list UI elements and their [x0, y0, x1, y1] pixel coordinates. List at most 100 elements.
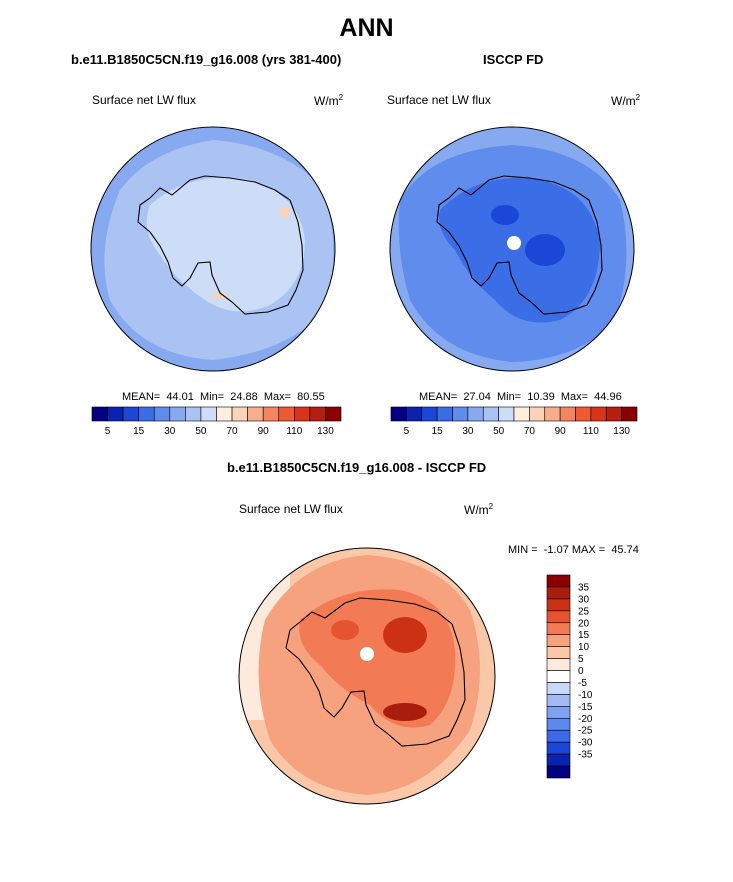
- panel-3-warm-patch: [383, 617, 427, 653]
- panel-1-colorbar-bin: [231, 406, 248, 422]
- panel-3-colorbar-tick-label: 0: [578, 666, 584, 677]
- panel-3-colorbar-tick-label: -20: [578, 714, 593, 725]
- panel-2-colorbar-bin: [406, 406, 423, 422]
- panel-3-units-label: W/m2: [464, 502, 494, 517]
- panel-2-colorbar-bin: [482, 406, 499, 422]
- panel-3-colorbar-tick-label: -10: [578, 690, 593, 701]
- panel-1-stats: MEAN= 44.01 Min= 24.88 Max= 80.55: [122, 391, 325, 403]
- panel-1-colorbar-tick-label: 90: [258, 426, 270, 437]
- panel-3-colorbar-tick-label: -35: [578, 750, 593, 761]
- panel-3-colorbar-tick-label: 25: [578, 606, 590, 617]
- panel-1-colorbar-tick-label: 30: [164, 426, 176, 437]
- panel-1-colorbar-bin: [122, 406, 139, 422]
- panel-3-colorbar-bin: [546, 586, 571, 600]
- panel-1-warm-patch: [280, 206, 290, 218]
- panel-3-colorbar-bin: [546, 658, 571, 671]
- panel-2-colorbar-tick-label: 15: [432, 426, 444, 437]
- panel-2-colorbar-bin: [467, 406, 484, 422]
- panel-1-interior-field: [146, 177, 305, 312]
- panel-1-colorbar-bin: [309, 406, 326, 422]
- panel-3-map: [238, 547, 496, 805]
- panel-3-coastline: [285, 597, 466, 747]
- panel-3-colorbar-bin: [546, 646, 571, 659]
- panel-3-colorbar-bin: [546, 706, 571, 719]
- panel-2-variable-label: Surface net LW flux: [387, 93, 491, 107]
- panel-3-colorbar-bin: [546, 622, 571, 636]
- panel-1-colorbar-tick-label: 70: [227, 426, 239, 437]
- panel-2-colorbar-tick-label: 30: [462, 426, 474, 437]
- panel-3-colorbar-tick-label: -30: [578, 738, 593, 749]
- panel-3-colorbar-bin: [546, 753, 571, 767]
- panel-2-units-label: W/m2: [611, 93, 641, 108]
- panel-1-colorbar-bin: [153, 406, 171, 422]
- panel-3-colorbar-bin: [546, 670, 571, 683]
- panel-3-colorbar-tick-label: -5: [578, 678, 587, 689]
- panel-2-colorbar-tick-label: 5: [404, 426, 410, 437]
- panel-3-colorbar-bin: [546, 634, 571, 647]
- panel-1-colorbar-bin: [169, 406, 186, 422]
- panel-3-colorbar-tick-label: 5: [578, 654, 584, 665]
- panel-2-colorbar-bin: [421, 406, 438, 422]
- panel-3-colorbar-bin: [546, 598, 571, 612]
- panel-1-colorbar-tick-label: 110: [286, 426, 302, 437]
- panel-3-colorbar-tick-label: 15: [578, 630, 590, 641]
- panel-2-colorbar-bin: [529, 406, 546, 422]
- panel-1-variable-label: Surface net LW flux: [92, 93, 196, 107]
- panel-2-title: ISCCP FD: [483, 52, 544, 67]
- panel-1-colorbar-bin: [247, 406, 264, 422]
- panel-2-map: [389, 126, 635, 372]
- panel-3-colorbar-tick-label: 30: [578, 594, 590, 605]
- panel-2-cold-patch: [525, 234, 565, 266]
- panel-3-pole-hole: [360, 647, 374, 661]
- panel-2-colorbar-bin: [559, 406, 576, 422]
- panel-2-colorbar-bin: [605, 406, 622, 422]
- panel-1-colorbar-bin: [107, 406, 124, 422]
- panel-2-colorbar-bin: [390, 406, 407, 422]
- panel-3-colorbar-tick-label: 10: [578, 642, 590, 653]
- panel-3-colorbar-tick-label: -15: [578, 702, 593, 713]
- panel-1-colorbar-tick-label: 130: [317, 426, 334, 437]
- panel-1-colorbar-tick-label: 15: [133, 426, 145, 437]
- panel-2-colorbar-bin: [452, 406, 469, 422]
- panel-1-colorbar-bin: [278, 406, 295, 422]
- panel-1-map: [90, 126, 336, 372]
- panel-3-colorbar-tick-label: 35: [578, 582, 590, 593]
- panel-3-variable-label: Surface net LW flux: [239, 502, 343, 516]
- panel-2-colorbar-bin: [590, 406, 607, 422]
- panel-1-coastline: [137, 175, 304, 315]
- panel-2-colorbar-tick-label: 50: [493, 426, 505, 437]
- panel-3-map-border: [238, 547, 496, 805]
- panel-3-colorbar-bin: [546, 574, 571, 588]
- panel-1-colorbar-bin: [185, 406, 202, 422]
- panel-3-warm-patch: [331, 620, 359, 640]
- panel-2-interior-field: [439, 178, 600, 323]
- panel-3-stats: MIN = -1.07 MAX = 45.74: [508, 544, 639, 556]
- panel-3-warm-patch: [383, 703, 427, 721]
- panel-2-pole-hole: [507, 236, 521, 250]
- panel-1-colorbar-bin: [216, 406, 233, 422]
- panel-3-colorbar-tick-label: 20: [578, 618, 590, 629]
- panel-1-colorbar-bin: [294, 406, 311, 422]
- panel-2-colorbar-bin: [621, 406, 638, 422]
- panel-3-colorbar-bin: [546, 741, 571, 755]
- panel-2-colorbar-tick-label: 90: [555, 426, 567, 437]
- panel-1-title: b.e11.B1850C5CN.f19_g16.008 (yrs 381-400…: [71, 52, 342, 67]
- panel-3-colorbar-tick-label: -25: [578, 726, 593, 737]
- panel-1-map-border: [90, 126, 336, 372]
- panel-1-colorbar-tick-label: 5: [105, 426, 111, 437]
- panel-3-colorbar-bin: [546, 729, 571, 743]
- panel-1-warm-patch: [212, 293, 228, 299]
- panel-1-colorbar-bin: [138, 406, 155, 422]
- panel-2-colorbar: 5 15 30 50 70 90 110 130: [390, 406, 638, 437]
- panel-2-colorbar-tick-label: 110: [583, 426, 599, 437]
- panel-2-stats: MEAN= 27.04 Min= 10.39 Max= 44.96: [419, 391, 622, 403]
- panel-2-colorbar-bin: [436, 406, 453, 422]
- panel-3-colorbar-bin: [546, 610, 571, 624]
- panel-1-units-label: W/m2: [314, 93, 344, 108]
- panel-2-colorbar-tick-label: 130: [613, 426, 630, 437]
- panel-1-colorbar-tick-label: 50: [195, 426, 207, 437]
- panel-2-cold-patch: [491, 205, 519, 225]
- panel-1-colorbar-bin: [200, 406, 217, 422]
- panel-1-colorbar-bin: [91, 406, 108, 422]
